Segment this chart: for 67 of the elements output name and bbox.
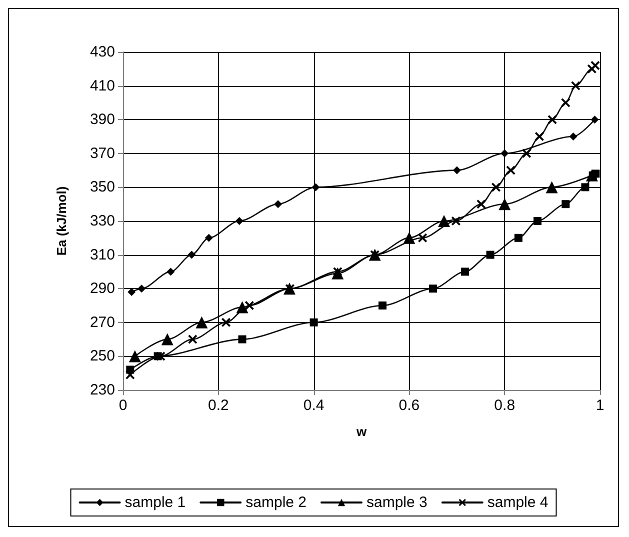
point <box>522 148 532 158</box>
y-tick-label: 370 <box>90 144 115 162</box>
point <box>310 318 318 326</box>
point <box>451 216 460 226</box>
point <box>506 166 516 175</box>
point <box>312 183 320 192</box>
point <box>188 250 196 259</box>
point <box>222 318 231 327</box>
point <box>238 335 246 344</box>
point <box>452 166 461 174</box>
legend-label: sample 3 <box>366 494 428 511</box>
point <box>586 169 598 182</box>
point <box>126 370 135 380</box>
y-axis-title: Ea (kJ/mol) <box>54 186 69 256</box>
point <box>188 334 198 344</box>
point <box>461 268 470 276</box>
x-tick-label: 0.2 <box>208 397 229 414</box>
point <box>486 250 494 259</box>
x-axis-title: w <box>355 424 368 439</box>
y-tick-label: 230 <box>90 382 115 398</box>
point <box>378 302 386 310</box>
y-tick-label: 350 <box>90 178 115 196</box>
point <box>534 132 544 141</box>
point <box>571 81 580 90</box>
y-tick-label: 310 <box>90 246 115 264</box>
point <box>244 301 254 310</box>
point <box>274 200 282 208</box>
point <box>534 217 542 225</box>
point <box>492 182 501 192</box>
point <box>138 284 146 293</box>
point <box>546 181 558 194</box>
y-tick-label: 390 <box>90 111 115 128</box>
x-tick-label: 0.8 <box>494 397 516 414</box>
point <box>590 116 599 124</box>
x-tick-label: 0.6 <box>398 397 420 414</box>
point <box>429 284 438 293</box>
point <box>156 352 166 361</box>
point <box>561 98 570 108</box>
point <box>548 115 557 124</box>
y-tick-label: 290 <box>90 280 115 298</box>
point <box>235 217 244 225</box>
point <box>476 200 486 209</box>
point <box>204 234 213 242</box>
point <box>161 333 174 346</box>
y-tick-label: 430 <box>90 44 115 60</box>
x-tick-label: 1 <box>596 397 604 414</box>
y-tick-label: 250 <box>90 348 115 365</box>
legend-label: sample 4 <box>487 494 548 511</box>
point <box>590 61 600 70</box>
x-tick-label: 0 <box>118 397 128 414</box>
point <box>166 268 175 276</box>
point <box>498 198 511 210</box>
point <box>196 316 208 328</box>
legend-label: sample 2 <box>246 494 307 511</box>
point <box>128 350 141 362</box>
point <box>333 267 342 276</box>
y-tick-label: 270 <box>90 314 115 331</box>
point <box>569 132 578 140</box>
y-tick-label: 410 <box>90 77 115 94</box>
point <box>562 200 570 208</box>
y-tick-label: 330 <box>90 212 115 230</box>
legend-label: sample 1 <box>124 494 186 511</box>
x-tick-label: 0.4 <box>303 397 324 414</box>
point <box>581 183 590 192</box>
point <box>418 233 428 242</box>
point <box>514 234 522 242</box>
point <box>500 149 509 158</box>
